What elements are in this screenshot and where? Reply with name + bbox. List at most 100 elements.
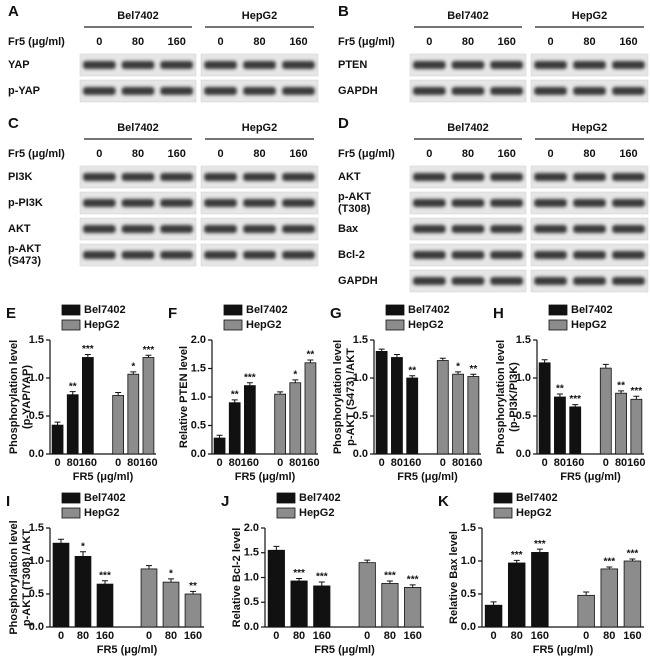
legend-swatch: [61, 492, 81, 504]
x-tick-label: 160: [566, 457, 584, 469]
x-tick-label: 80: [391, 457, 403, 469]
blot-band: [243, 173, 276, 181]
error-bar: [439, 357, 446, 361]
x-tick-label: 0: [58, 630, 64, 642]
legend-label: HepG2: [299, 507, 334, 519]
error-bar: [58, 538, 64, 544]
dose-value: 160: [497, 36, 515, 48]
dose-label: Fr5 (μg/ml): [338, 36, 395, 48]
x-tick-label: 0: [583, 630, 589, 642]
blot-band: [413, 277, 446, 285]
error-bar: [490, 601, 497, 606]
significance-label: *: [169, 568, 173, 579]
blot-row-label: p-AKT: [338, 191, 371, 203]
blot-band: [413, 199, 446, 207]
error-bar: [307, 359, 314, 363]
bar: [406, 377, 419, 455]
y-tick-label: 0.5: [29, 588, 44, 600]
significance-label: **: [617, 381, 625, 392]
x-tick-label: 160: [301, 457, 319, 469]
blot-band: [413, 225, 446, 233]
blot-band: [243, 251, 276, 259]
panel-letter: C: [8, 115, 19, 132]
error-bar: [273, 545, 280, 551]
panel-letter: D: [338, 115, 349, 132]
y-tick-label: 0.0: [29, 448, 44, 460]
x-tick-label: 160: [627, 457, 645, 469]
blot-band: [573, 87, 606, 95]
error-bar: [292, 379, 299, 383]
blot-band: [534, 199, 567, 207]
y-tick-label: 0.5: [516, 410, 531, 422]
error-bar: [386, 580, 393, 584]
blot-band: [451, 87, 485, 95]
error-bar: [318, 581, 325, 586]
x-tick-label: 160: [241, 457, 259, 469]
error-bar: [364, 559, 371, 563]
blot-band: [612, 251, 645, 259]
significance-label: ***: [293, 568, 305, 579]
error-bar: [393, 353, 400, 358]
bar: [507, 562, 526, 628]
y-tick-label: 1.5: [29, 334, 44, 346]
legend-swatch: [548, 304, 568, 316]
blot-band: [121, 199, 155, 207]
group-label: HepG2: [572, 122, 607, 134]
y-tick-label: 1.5: [29, 522, 44, 534]
y-tick-label: 0.5: [191, 419, 206, 431]
blot-band: [490, 277, 523, 285]
y-axis-label: p-AKT (T308) /AKT: [21, 529, 33, 626]
x-axis-label: FR5 (μg/ml): [73, 471, 134, 483]
blot-band: [534, 277, 567, 285]
significance-label: ***: [384, 571, 396, 582]
legend-swatch: [61, 304, 81, 316]
blot-band: [160, 199, 193, 207]
blot-band: [160, 225, 193, 233]
blot-band: [413, 61, 446, 69]
x-tick-label: 0: [542, 457, 548, 469]
panel-letter: H: [493, 305, 504, 322]
legend-swatch: [276, 507, 296, 519]
error-bar: [541, 359, 548, 363]
blot-row-label: YAP: [8, 59, 30, 71]
bar: [96, 583, 114, 628]
bar: [162, 581, 180, 628]
blot-band: [451, 173, 485, 181]
error-bar: [556, 393, 563, 397]
bar: [569, 406, 582, 455]
blot-row-label: GAPDH: [338, 85, 378, 97]
blot-band: [612, 173, 645, 181]
error-bar: [231, 399, 238, 403]
legend-label: HepG2: [84, 319, 119, 331]
blot-band: [204, 225, 237, 233]
blot-band: [204, 61, 237, 69]
blot-band: [573, 277, 606, 285]
y-tick-label: 2.0: [191, 334, 206, 346]
significance-label: *: [456, 362, 460, 373]
y-tick-label: 0.0: [29, 621, 44, 633]
significance-label: **: [189, 581, 197, 592]
blot-band: [243, 87, 276, 95]
significance-label: ***: [407, 575, 419, 586]
error-bar: [246, 382, 253, 386]
blot-band: [413, 251, 446, 259]
blot-band: [83, 251, 116, 259]
bar: [127, 373, 140, 455]
y-tick-label: 0.0: [461, 621, 476, 633]
blot-band: [490, 225, 523, 233]
blot-band: [490, 251, 523, 259]
legend-swatch: [61, 319, 81, 331]
x-tick-label: 80: [615, 457, 627, 469]
y-tick-label: 0.5: [461, 588, 476, 600]
x-tick-label: 80: [452, 457, 464, 469]
bar: [391, 357, 403, 455]
blot-row-label: Bax: [338, 223, 359, 235]
blot-row-label: (S473): [8, 255, 41, 267]
x-tick-label: 80: [229, 457, 241, 469]
blot-band: [612, 87, 645, 95]
bar: [623, 560, 642, 628]
blot-band: [573, 173, 606, 181]
x-tick-label: 0: [146, 630, 152, 642]
bar: [313, 585, 331, 628]
significance-label: ***: [244, 372, 256, 383]
